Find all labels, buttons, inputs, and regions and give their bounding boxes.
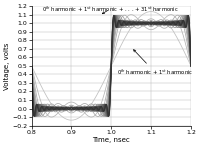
Text: $0^{th}$ harmonic + $1^{st}$ harmonic: $0^{th}$ harmonic + $1^{st}$ harmonic [117, 50, 194, 77]
X-axis label: Time, nsec: Time, nsec [92, 137, 130, 143]
Y-axis label: Voltage, volts: Voltage, volts [4, 42, 10, 90]
Text: $0^{th}$ harmonic + $1^{st}$ harmonic + . . . + $31^{st}$ harmonic: $0^{th}$ harmonic + $1^{st}$ harmonic + … [42, 5, 178, 14]
